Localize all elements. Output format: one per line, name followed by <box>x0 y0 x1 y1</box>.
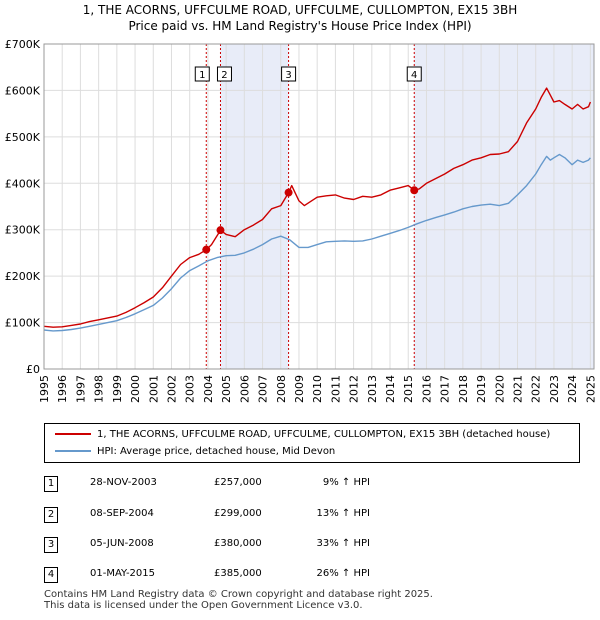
sale-point <box>216 226 225 235</box>
legend: 1, THE ACORNS, UFFCULME ROAD, UFFCULME, … <box>44 423 580 463</box>
sale-hpi-change: 26% ↑ HPI <box>316 568 370 579</box>
x-tick-label: 2004 <box>202 375 215 403</box>
x-tick-label: 2022 <box>530 375 543 403</box>
sale-number-4: 4 <box>44 567 58 583</box>
legend-swatch-property <box>55 433 91 435</box>
sale-price: £299,000 <box>214 508 262 519</box>
x-tick-label: 2017 <box>439 375 452 403</box>
sale-number-3: 3 <box>44 537 58 553</box>
y-tick-label: £400K <box>5 177 41 190</box>
property-price-line <box>43 87 592 328</box>
x-tick-label: 2019 <box>475 375 488 403</box>
y-tick-label: £600K <box>5 84 41 97</box>
sale-point <box>284 188 293 197</box>
sale-price: £385,000 <box>214 568 262 579</box>
sale-label-number: 1 <box>199 70 205 81</box>
x-tick-label: 2010 <box>311 375 324 403</box>
x-tick-label: 2013 <box>366 375 379 403</box>
x-tick-label: 2008 <box>275 375 288 403</box>
x-tick-label: 2020 <box>493 375 506 403</box>
sale-label-box <box>216 66 232 82</box>
x-tick-label: 1997 <box>74 375 87 403</box>
x-tick-label: 2014 <box>384 375 397 403</box>
legend-swatch-hpi <box>55 450 91 452</box>
y-tick-label: £100K <box>5 317 41 330</box>
x-tick-label: 2009 <box>293 375 306 403</box>
x-tick-label: 2024 <box>566 375 579 403</box>
x-tick-label: 2000 <box>129 375 142 403</box>
y-tick-label: £0 <box>26 363 40 376</box>
shaded-period <box>414 44 594 369</box>
sale-label-number: 4 <box>411 70 417 81</box>
y-tick-label: £500K <box>5 131 41 144</box>
chart-subtitle: Price paid vs. HM Land Registry's House … <box>128 19 472 33</box>
x-tick-label: 1995 <box>38 375 51 403</box>
sale-date: 28-NOV-2003 <box>90 477 157 488</box>
y-tick-label: £200K <box>5 270 41 283</box>
sale-label-box <box>281 66 297 82</box>
sale-price: £257,000 <box>214 477 262 488</box>
sale-label-box <box>194 66 210 82</box>
sale-number-2: 2 <box>44 507 58 523</box>
y-tick-label: £700K <box>5 38 41 51</box>
legend-label-property: 1, THE ACORNS, UFFCULME ROAD, UFFCULME, … <box>97 429 551 440</box>
x-tick-label: 2002 <box>165 375 178 403</box>
x-tick-label: 1998 <box>93 375 106 403</box>
sale-price: £380,000 <box>214 538 262 549</box>
y-tick-label: £300K <box>5 224 41 237</box>
sale-hpi-change: 33% ↑ HPI <box>316 538 370 549</box>
sale-label-number: 2 <box>221 70 227 81</box>
sale-number-1: 1 <box>44 476 58 492</box>
footer-licence: This data is licensed under the Open Gov… <box>44 600 363 611</box>
sale-label-number: 3 <box>285 70 291 81</box>
sale-date: 05-JUN-2008 <box>90 538 154 549</box>
x-tick-label: 2006 <box>238 375 251 403</box>
x-tick-label: 2021 <box>512 375 525 403</box>
legend-item-hpi: HPI: Average price, detached house, Mid … <box>55 444 335 460</box>
plot-area-border <box>43 43 595 370</box>
x-tick-label: 2011 <box>329 375 342 403</box>
hpi-line <box>43 153 591 332</box>
sale-date: 08-SEP-2004 <box>90 508 154 519</box>
sale-date: 01-MAY-2015 <box>90 568 156 579</box>
footer-copyright: Contains HM Land Registry data © Crown c… <box>44 589 433 600</box>
sale-hpi-change: 9% ↑ HPI <box>322 477 370 488</box>
x-tick-label: 2003 <box>184 375 197 403</box>
sale-point <box>202 245 211 254</box>
x-tick-label: 2001 <box>147 375 160 403</box>
footer: Contains HM Land Registry data © Crown c… <box>44 589 433 611</box>
sale-point <box>410 186 419 195</box>
sale-hpi-change: 13% ↑ HPI <box>316 508 370 519</box>
x-tick-label: 2012 <box>348 375 361 403</box>
x-tick-label: 2016 <box>420 375 433 403</box>
x-tick-label: 2023 <box>548 375 561 403</box>
x-tick-label: 1999 <box>111 375 124 403</box>
legend-label-hpi: HPI: Average price, detached house, Mid … <box>97 446 336 457</box>
sale-label-box <box>406 66 422 82</box>
chart-title: 1, THE ACORNS, UFFCULME ROAD, UFFCULME, … <box>82 3 518 17</box>
x-tick-label: 2018 <box>457 375 470 403</box>
x-tick-label: 1996 <box>56 375 69 403</box>
x-tick-label: 2015 <box>402 375 415 403</box>
price-chart: 1 2 3 4 £0 £100K £200K £300K £400K £500K £600K £70… <box>5 38 598 403</box>
x-tick-label: 2007 <box>257 375 270 403</box>
legend-item-property: 1, THE ACORNS, UFFCULME ROAD, UFFCULME, … <box>55 427 550 443</box>
x-tick-label: 2025 <box>584 375 597 403</box>
x-tick-label: 2005 <box>220 375 233 403</box>
